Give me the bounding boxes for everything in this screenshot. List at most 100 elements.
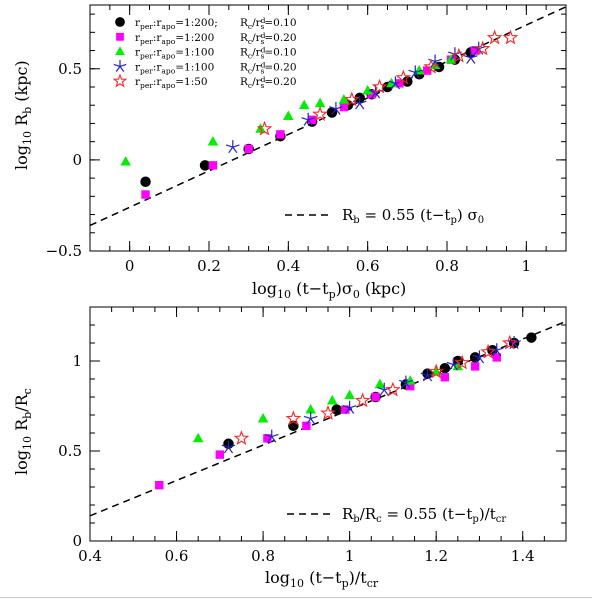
legend-ratio-label: Rc/rd s=0.20 [240, 31, 297, 46]
bottom-x-tick-label: 1 [345, 547, 355, 565]
bottom-data-point [264, 429, 279, 443]
bottom-data-point [327, 395, 338, 405]
top-data-point [428, 54, 442, 68]
top-y-axis-label: log10 Rb (kpc) [12, 60, 34, 170]
bottom-data-point [454, 354, 470, 370]
legend-marker [115, 46, 125, 56]
top-x-tick-label: 0.2 [197, 257, 221, 275]
legend-orbit-label: rper:rapo=1:50 [135, 76, 208, 90]
bottom-data-point [155, 481, 164, 490]
top-data-point [463, 50, 478, 64]
bottom-data-point [221, 440, 236, 454]
legend-entry: rper:rapo=1:50 Rc/rd s=0.20 [112, 73, 297, 90]
bottom-fit-line [89, 320, 567, 517]
legend-orbit-label: rper:rapo=1:200 [135, 32, 214, 46]
top-x-tick-label: 0.8 [435, 257, 459, 275]
top-data-point [244, 144, 253, 154]
legend-entry: rper:rapo=1:100 Rc/rd s=0.20 [113, 59, 297, 75]
bottom-data-point [344, 389, 355, 400]
top-data-point [120, 156, 131, 166]
top-data-point [298, 99, 310, 110]
top-x-tick-label: 1 [522, 257, 532, 275]
bottom-data-point [507, 335, 521, 350]
top-x-axis-label: log10 (t−tp)σ0 (kpc) [252, 279, 406, 301]
bottom-x-tick-label: 0.6 [165, 547, 189, 565]
bottom-y-tick-label: 1 [72, 352, 82, 370]
bottom-data-point [285, 410, 302, 426]
bottom-series-open-star [233, 334, 518, 446]
top-data-point [283, 110, 294, 121]
legend: rper:rapo=1:200; Rc/rd s=0.10rper:rapo=1:2… [112, 16, 297, 90]
bottom-data-point [399, 375, 413, 389]
legend-entry: rper:rapo=1:100 Rc/rd s=0.10 [115, 46, 297, 61]
bottom-y-axis-label: log10 Rb/Rc [12, 388, 34, 475]
bottom-data-point [470, 362, 480, 371]
legend-ratio-label: Rc/rd s=0.10 [240, 46, 297, 61]
top-data-point [388, 76, 403, 90]
bottom-panel: 0.4 0.6 0.8 1 1.2 1.4 0 0.5 1 Rb/Rc = 0.55 (t−tp… [12, 306, 567, 590]
top-marks: 0 0.2 0.4 0.6 0.8 1 −0.5 0 0.5 [46, 5, 567, 275]
top-data-point [395, 69, 412, 85]
top-y-tick-label: 0 [72, 151, 82, 169]
bottom-data-point [320, 404, 336, 420]
top-fit-label: Rb = 0.55 (t−tp) σ0 [342, 206, 484, 226]
top-data-point [329, 101, 343, 115]
legend-entry: rper:rapo=1:200 Rc/rd s=0.20 [116, 31, 297, 46]
bottom-x-tick-label: 1.4 [511, 547, 535, 565]
top-data-point [486, 29, 503, 45]
bottom-data-point [406, 382, 415, 391]
top-data-point [339, 102, 349, 112]
top-data-point [276, 130, 285, 139]
bottom-y-tick-label: 0 [72, 532, 82, 550]
top-data-point [208, 161, 218, 170]
top-data-point [141, 190, 150, 199]
bottom-series-square [155, 353, 501, 490]
top-data-point [314, 97, 326, 108]
bottom-data-point [342, 400, 357, 414]
top-data-point [371, 78, 388, 94]
legend-marker [113, 59, 127, 73]
top-series-open-star [256, 29, 519, 136]
bottom-x-tick-label: 1.2 [424, 547, 448, 565]
top-data-point [502, 29, 519, 45]
bottom-fit-label: Rb/Rc = 0.55 (t−tp)/tcr [342, 505, 506, 525]
bottom-data-point [472, 350, 487, 364]
bottom-data-point [331, 404, 342, 415]
bottom-data-point [263, 434, 272, 443]
bottom-data-point [303, 411, 318, 425]
top-data-point [199, 160, 211, 171]
legend-ratio-label: Rc/rd s=0.10 [240, 16, 297, 31]
top-panel: 0 0.2 0.4 0.6 0.8 1 −0.5 0 0.5 rper:rapo=1:200; R… [12, 4, 567, 301]
bottom-data-point [526, 332, 537, 343]
bottom-data-point [341, 405, 350, 414]
top-data-point [474, 40, 491, 56]
bottom-data-point [439, 362, 451, 374]
top-fit-line [89, 6, 567, 227]
top-data-point [423, 58, 439, 74]
bottom-data-point [501, 334, 518, 350]
top-data-point [307, 115, 317, 124]
top-data-point [343, 91, 360, 107]
bottom-data-point [215, 450, 225, 459]
legend-ratio-label: Rc/rd s=0.20 [240, 60, 297, 75]
top-x-tick-label: 0.6 [356, 257, 380, 275]
top-data-point [140, 176, 151, 188]
legend-orbit-label: rper:rapo=1:200; [135, 17, 218, 31]
bottom-data-point [374, 378, 386, 389]
top-y-tick-label: −0.5 [46, 242, 82, 260]
bottom-data-point [489, 343, 504, 357]
legend-marker [112, 73, 128, 88]
legend-entry: rper:rapo=1:200; Rc/rd s=0.10 [115, 16, 297, 31]
bottom-data-point [385, 381, 401, 397]
bottom-data-point [305, 404, 316, 414]
bottom-data-point [354, 392, 371, 408]
top-data-point [207, 136, 219, 146]
top-series-skeletal-star [225, 41, 486, 154]
top-data-point [255, 123, 266, 133]
bottom-data-point [492, 353, 501, 362]
top-data-point [225, 140, 240, 154]
bottom-data-point [302, 421, 311, 430]
legend-marker [115, 17, 125, 27]
top-data-point [301, 112, 316, 126]
